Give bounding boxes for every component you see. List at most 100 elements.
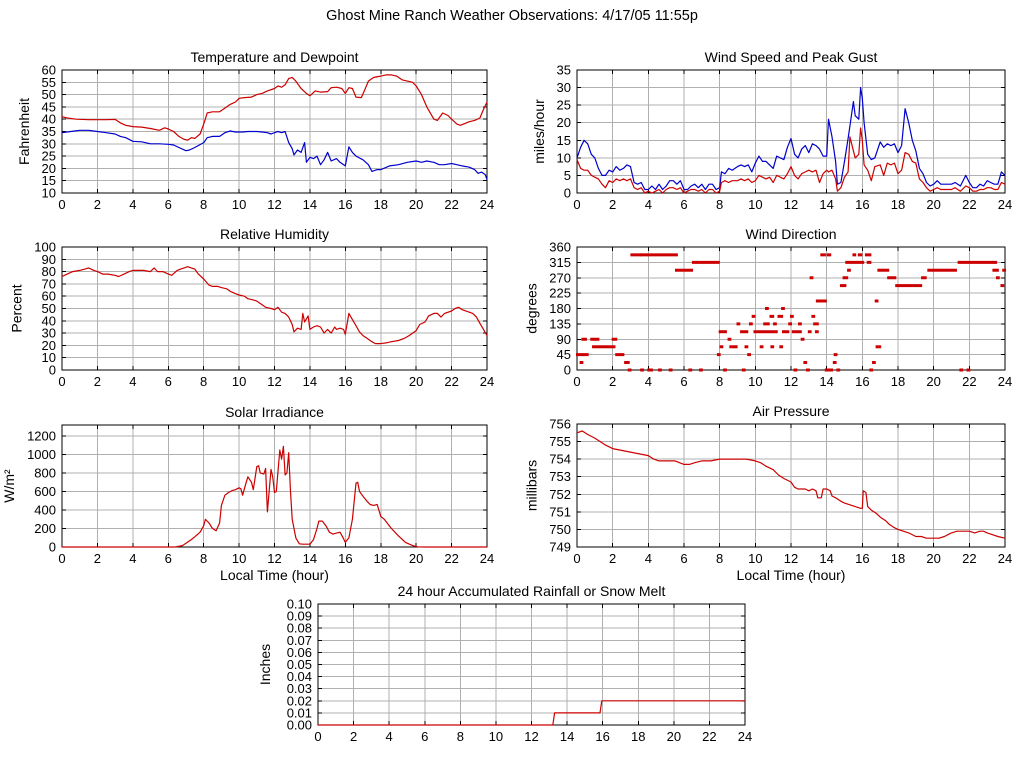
y-axis-label: degrees: [524, 283, 540, 334]
direction-point: [842, 276, 849, 280]
direction-point: [716, 353, 721, 357]
y-tick-label: 25: [42, 149, 56, 164]
x-tick-label: 14: [560, 729, 574, 744]
x-tick-label: 18: [374, 374, 388, 389]
direction-point: [832, 360, 837, 364]
y-axis-label: Percent: [9, 284, 25, 332]
x-tick-label: 0: [58, 551, 65, 566]
x-tick-label: 18: [891, 197, 905, 212]
x-tick-label: 10: [748, 197, 762, 212]
direction-point: [769, 314, 775, 318]
x-tick-label: 14: [303, 197, 317, 212]
direction-point: [655, 253, 678, 257]
x-tick-label: 2: [94, 374, 101, 389]
direction-point: [927, 268, 957, 272]
direction-point: [647, 253, 656, 257]
x-tick-label: 8: [716, 197, 723, 212]
x-tick-label: 6: [680, 551, 687, 566]
x-tick-label: 22: [962, 197, 976, 212]
y-tick-label: 400: [34, 503, 56, 518]
x-tick-label: 6: [165, 374, 172, 389]
x-tick-label: 0: [314, 729, 321, 744]
x-tick-label: 22: [962, 551, 976, 566]
x-tick-label: 8: [716, 551, 723, 566]
x-tick-label: 16: [595, 729, 609, 744]
y-tick-label: 0.09: [287, 609, 312, 624]
x-tick-label: 6: [165, 197, 172, 212]
x-tick-label: 2: [609, 197, 616, 212]
direction-point: [592, 345, 605, 349]
x-tick-label: 2: [609, 551, 616, 566]
y-tick-label: 0.00: [287, 718, 312, 733]
x-tick-label: 18: [374, 551, 388, 566]
x-tick-label: 14: [303, 551, 317, 566]
x-tick-label: 12: [524, 729, 538, 744]
direction-point: [640, 253, 648, 257]
x-tick-label: 24: [480, 374, 494, 389]
y-tick-label: 200: [34, 521, 56, 536]
direction-point: [611, 337, 618, 341]
x-tick-label: 10: [232, 197, 246, 212]
y-tick-label: 70: [42, 276, 56, 291]
y-tick-label: 600: [34, 484, 56, 499]
x-tick-label: 10: [748, 374, 762, 389]
direction-point: [729, 345, 738, 349]
y-tick-label: 50: [42, 301, 56, 316]
x-tick-label: 24: [998, 197, 1012, 212]
y-tick-label: 135: [549, 316, 571, 331]
y-tick-label: 753: [549, 469, 571, 484]
x-tick-label: 24: [480, 197, 494, 212]
x-tick-label: 20: [409, 551, 423, 566]
direction-point: [957, 260, 994, 264]
direction-point: [966, 368, 971, 372]
direction-point: [877, 268, 890, 272]
direction-point: [763, 322, 770, 326]
direction-point: [793, 368, 798, 372]
direction-point: [992, 268, 999, 272]
x-tick-label: 18: [891, 551, 905, 566]
y-tick-label: 270: [549, 270, 571, 285]
y-tick-label: 100: [34, 240, 56, 255]
x-tick-label: 12: [267, 374, 281, 389]
y-tick-label: 1000: [27, 447, 56, 462]
chart-rainfall: 0 2 4 6 8 10 12 14 16 18 20 22 24 0.00 0.01 0.02 0.03 0.0…: [256, 580, 759, 761]
y-tick-label: 0: [564, 363, 571, 378]
x-tick-label: 4: [645, 374, 652, 389]
x-tick-label: 14: [303, 374, 317, 389]
direction-point: [658, 368, 662, 372]
irradiance-line: [62, 445, 487, 548]
y-tick-label: 0.04: [287, 669, 312, 684]
x-tick-label: 20: [926, 197, 940, 212]
direction-point: [845, 260, 865, 264]
x-tick-label: 16: [855, 197, 869, 212]
y-tick-label: 55: [42, 75, 56, 90]
y-tick-label: 180: [549, 301, 571, 316]
y-tick-label: 315: [549, 255, 571, 270]
x-tick-label: 0: [58, 374, 65, 389]
y-tick-label: 0.10: [287, 597, 312, 612]
direction-point: [788, 322, 792, 326]
y-tick-label: 225: [549, 286, 571, 301]
x-tick-label: 20: [926, 374, 940, 389]
direction-point: [790, 314, 794, 318]
y-tick-label: 0: [49, 540, 56, 555]
x-tick-label: 24: [998, 374, 1012, 389]
direction-point: [593, 337, 600, 341]
x-tick-label: 4: [645, 197, 652, 212]
x-tick-label: 18: [891, 374, 905, 389]
x-tick-label: 24: [480, 551, 494, 566]
x-tick-label: 0: [58, 197, 65, 212]
x-tick-label: 2: [350, 729, 357, 744]
x-tick-label: 10: [489, 729, 503, 744]
y-tick-label: 0.07: [287, 633, 312, 648]
y-tick-label: 90: [42, 252, 56, 267]
dewpoint-line: [61, 129, 488, 180]
direction-point: [576, 353, 586, 357]
direction-point: [668, 368, 673, 372]
x-tick-label: 12: [267, 551, 281, 566]
direction-point: [584, 353, 589, 357]
y-tick-label: 30: [557, 80, 571, 95]
x-tick-label: 20: [409, 197, 423, 212]
direction-point: [744, 345, 749, 349]
